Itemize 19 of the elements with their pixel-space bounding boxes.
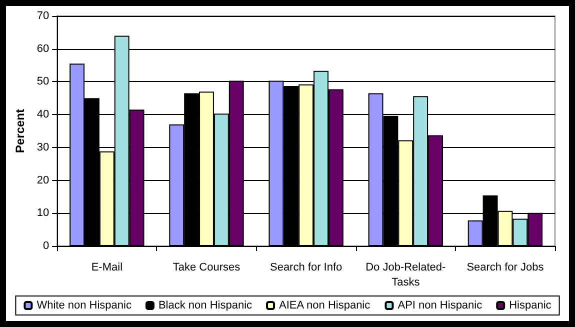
y-tick-label: 70 bbox=[36, 10, 50, 22]
y-axis-title: Percent bbox=[13, 108, 27, 154]
x-tick-label: Take Courses bbox=[172, 262, 241, 274]
x-tick-label: E-Mail bbox=[91, 262, 123, 274]
y-tick-label: 60 bbox=[36, 42, 50, 55]
legend-label: Hispanic bbox=[509, 300, 552, 312]
legend-label: White non Hispanic bbox=[36, 300, 132, 312]
x-tick-label: Search for Info bbox=[270, 262, 342, 274]
y-tick-label: 0 bbox=[43, 240, 50, 252]
x-tick-label: Do Job-Related- Tasks bbox=[366, 262, 446, 288]
y-tick-label: 10 bbox=[36, 207, 50, 220]
legend-label: AIEA non Hispanic bbox=[279, 300, 371, 312]
legend-label: Black non Hispanic bbox=[158, 300, 253, 312]
y-tick-label: 50 bbox=[36, 76, 50, 88]
y-tick-label: 20 bbox=[36, 174, 50, 186]
x-tick-label: Search for Jobs bbox=[466, 262, 544, 274]
y-tick-label: 40 bbox=[36, 108, 50, 121]
legend-label: API non Hispanic bbox=[398, 300, 483, 312]
y-tick-label: 30 bbox=[36, 141, 50, 154]
